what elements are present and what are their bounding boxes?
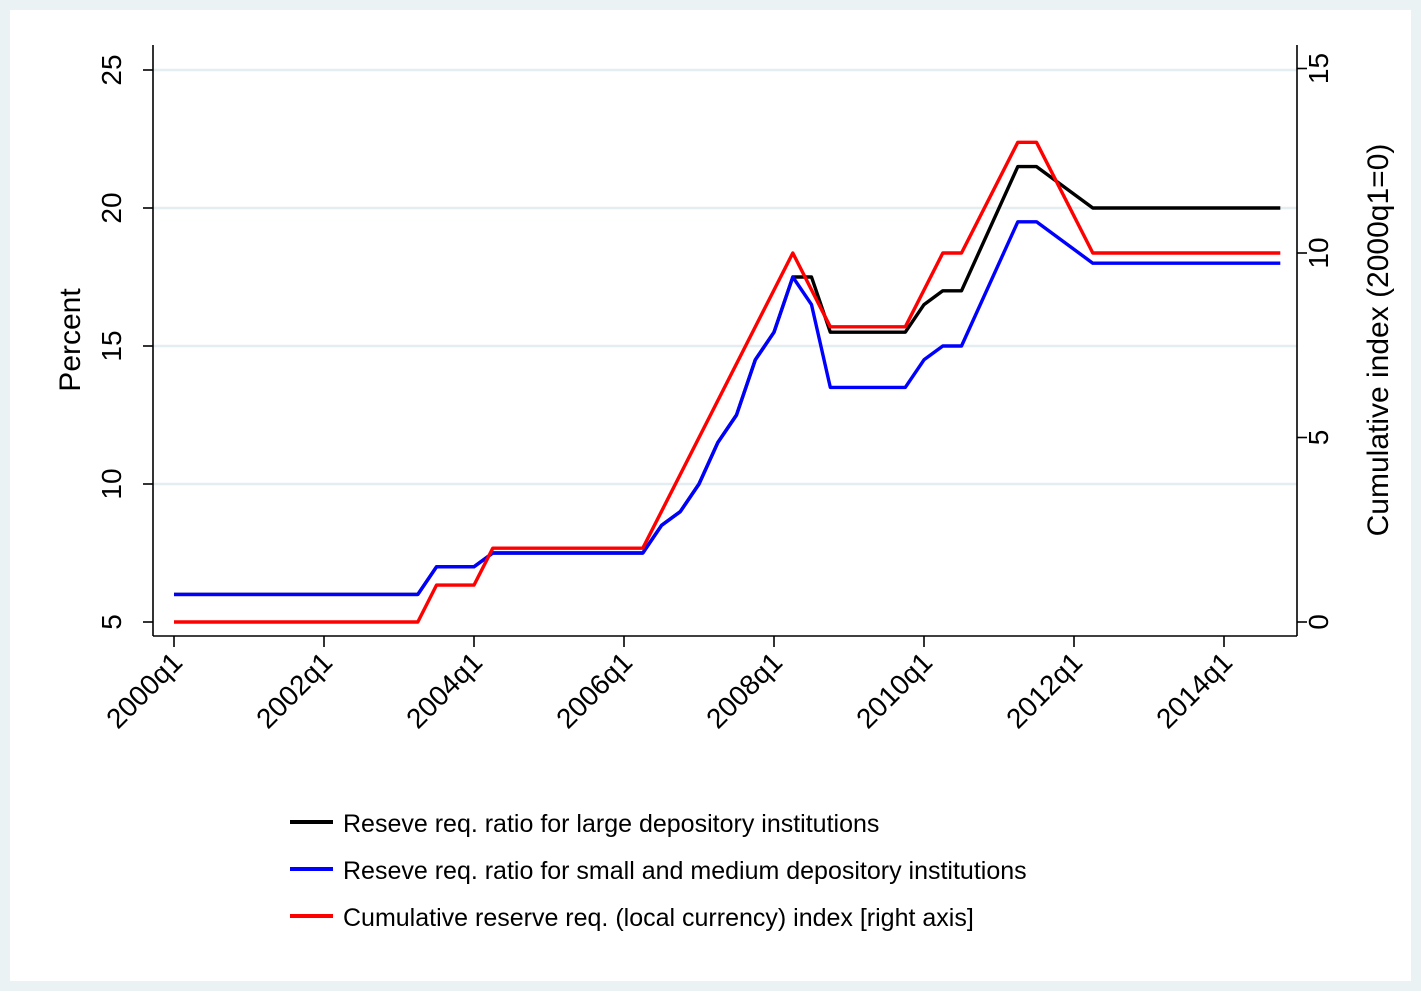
right-axis-tick-label: 5: [1303, 430, 1334, 446]
legend-label-1: Reseve req. ratio for small and medium d…: [343, 857, 1027, 885]
left-axis-tick-label: 5: [96, 614, 127, 630]
right-axis-title: Cumulative index (2000q1=0): [1362, 144, 1395, 537]
left-axis-title: Percent: [54, 288, 87, 392]
right-axis-tick-label: 10: [1303, 237, 1334, 268]
plot-area: [153, 45, 1297, 636]
left-axis-tick-label: 15: [96, 330, 127, 361]
right-axis-tick-label: 0: [1303, 614, 1334, 630]
left-axis-tick-label: 10: [96, 468, 127, 499]
left-axis-tick-label: 25: [96, 54, 127, 85]
right-axis-tick-label: 15: [1303, 53, 1334, 84]
left-axis-tick-label: 20: [96, 192, 127, 223]
legend-label-0: Reseve req. ratio for large depository i…: [343, 810, 879, 838]
legend-label-2: Cumulative reserve req. (local currency)…: [343, 904, 974, 932]
